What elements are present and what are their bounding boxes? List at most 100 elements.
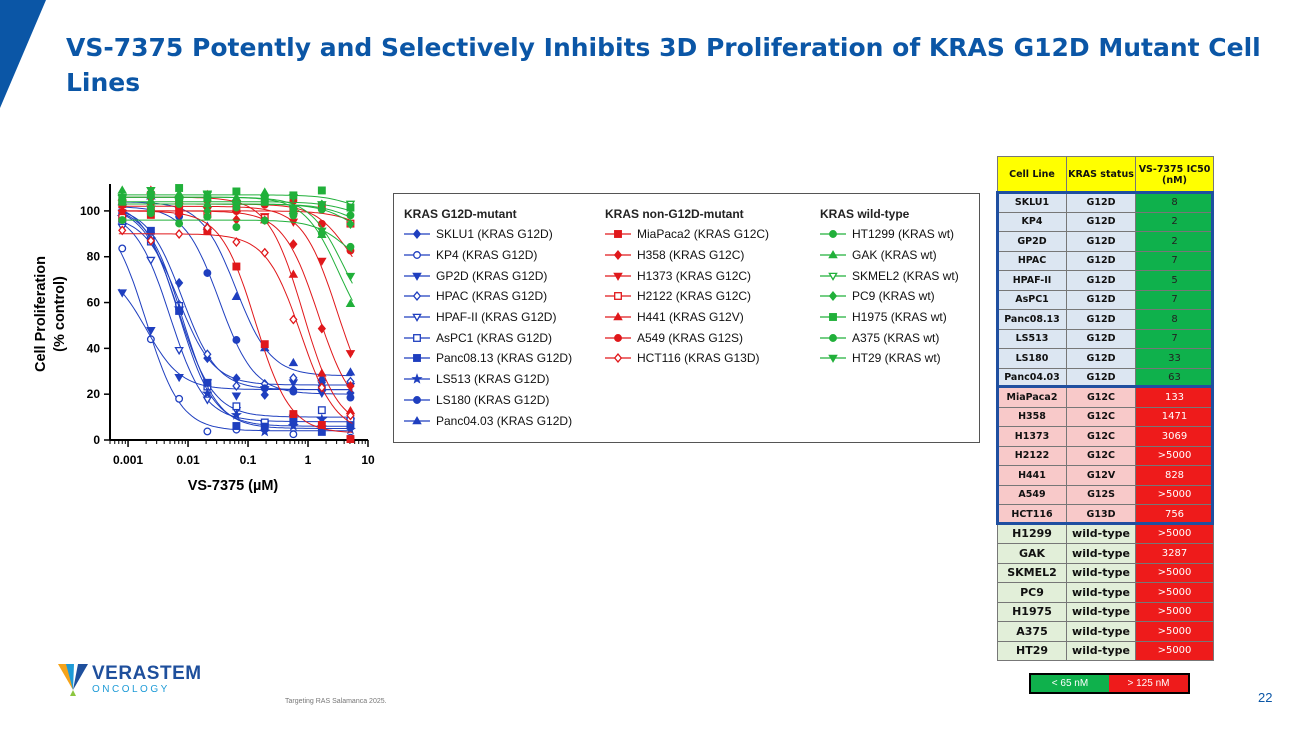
data-point xyxy=(232,223,241,231)
data-point xyxy=(317,427,326,436)
kras-status: wild-type xyxy=(1066,543,1136,564)
table-row: KP4 G12D 2 xyxy=(997,211,1214,232)
data-point xyxy=(345,298,356,307)
legend-item: PC9 (KRAS wt) xyxy=(820,286,959,307)
legend-label: SKMEL2 (KRAS wt) xyxy=(852,268,959,283)
x-tick-label: 10 xyxy=(361,453,375,467)
table-row: H358 G12C 1471 xyxy=(997,406,1214,427)
data-point xyxy=(175,394,184,403)
legend-marker-icon xyxy=(605,292,631,301)
legend-marker xyxy=(829,333,837,342)
cell-line: AsPC1 xyxy=(997,289,1067,310)
y-tick-label: 80 xyxy=(87,250,101,264)
cell-line: GAK xyxy=(997,543,1067,564)
legend-marker-icon xyxy=(404,354,430,363)
legend-label: AsPC1 (KRAS G12D) xyxy=(436,330,553,345)
legend-marker xyxy=(413,251,421,259)
ic50-value: 8 xyxy=(1135,309,1214,330)
legend-label: H441 (KRAS G12V) xyxy=(637,310,744,325)
legend-marker xyxy=(614,333,622,342)
kras-status: G12C xyxy=(1066,426,1136,447)
y-tick-label: 40 xyxy=(87,341,101,355)
legend-label: H1975 (KRAS wt) xyxy=(852,310,947,325)
cell-line: SKMEL2 xyxy=(997,562,1067,583)
data-point xyxy=(317,420,326,429)
data-point xyxy=(317,199,326,210)
data-point xyxy=(174,229,184,239)
data-point xyxy=(289,387,298,396)
kras-status: G12D xyxy=(1066,309,1136,330)
legend-item: MiaPaca2 (KRAS G12C) xyxy=(605,224,769,245)
cell-line: H358 xyxy=(997,406,1067,427)
legend-marker-icon xyxy=(605,250,631,261)
legend-label: H358 (KRAS G12C) xyxy=(637,248,745,263)
legend-marker xyxy=(613,312,623,321)
verastem-v-icon xyxy=(58,664,88,696)
kras-status: G12D xyxy=(1066,348,1136,369)
data-point xyxy=(232,187,241,196)
data-point xyxy=(259,425,271,437)
legend-marker xyxy=(413,333,421,342)
cell-line: MiaPaca2 xyxy=(997,387,1067,408)
ic50-value: 33 xyxy=(1135,348,1214,369)
cell-line: GP2D xyxy=(997,231,1067,252)
y-tick-label: 60 xyxy=(87,296,101,310)
legend-label: H2122 (KRAS G12C) xyxy=(637,289,752,304)
data-point xyxy=(346,203,355,212)
data-point xyxy=(146,235,156,246)
data-point xyxy=(288,194,299,203)
legend-marker xyxy=(829,230,837,239)
legend-item: H1975 (KRAS wt) xyxy=(820,307,959,328)
y-tick-label: 100 xyxy=(80,204,100,218)
data-point xyxy=(287,420,299,431)
data-point xyxy=(346,410,355,421)
legend-marker-icon xyxy=(404,291,430,302)
legend-item: Panc08.13 (KRAS G12D) xyxy=(404,348,572,369)
legend-marker xyxy=(412,313,422,323)
data-point xyxy=(260,247,269,258)
data-point xyxy=(317,257,327,266)
data-point xyxy=(203,269,212,277)
fit-curve xyxy=(118,211,353,429)
legend-label: HCT116 (KRAS G13D) xyxy=(637,351,760,366)
legend-marker-icon xyxy=(404,333,430,342)
legend-group-title: KRAS G12D-mutant xyxy=(404,207,517,221)
legend-marker-icon xyxy=(820,355,846,364)
data-point xyxy=(231,392,242,401)
data-point xyxy=(317,323,326,334)
cell-line: KP4 xyxy=(997,211,1067,232)
legend-item: A375 (KRAS wt) xyxy=(820,327,959,348)
kras-status: wild-type xyxy=(1066,562,1136,583)
footer-citation: Targeting RAS Salamanca 2025. xyxy=(285,698,387,705)
y-axis-label: Cell Proliferation xyxy=(33,256,49,372)
legend-marker xyxy=(412,291,422,302)
legend-item: H2122 (KRAS G12C) xyxy=(605,286,769,307)
legend-marker xyxy=(828,250,838,259)
table-row: LS513 G12D 7 xyxy=(997,328,1214,349)
cell-line: HPAF-II xyxy=(997,270,1067,291)
key-green: < 65 nM xyxy=(1031,675,1109,692)
data-point xyxy=(346,393,355,402)
ic50-value: 1471 xyxy=(1135,406,1214,427)
table-row: HPAC G12D 7 xyxy=(997,250,1214,271)
legend-item: HT29 (KRAS wt) xyxy=(820,348,959,369)
legend-marker xyxy=(828,355,838,364)
kras-status: wild-type xyxy=(1066,582,1136,603)
data-point xyxy=(317,227,327,236)
kras-status: G12D xyxy=(1066,250,1136,271)
data-point xyxy=(260,216,269,225)
corner-accent xyxy=(0,0,46,108)
ic50-value: 2 xyxy=(1135,231,1214,252)
table-row: HCT116 G13D 756 xyxy=(997,504,1214,525)
table-row: H1373 G12C 3069 xyxy=(997,426,1214,447)
ic50-value: 3287 xyxy=(1135,543,1214,564)
cell-line: H441 xyxy=(997,465,1067,486)
data-point xyxy=(345,367,356,376)
legend-item: LS513 (KRAS G12D) xyxy=(404,369,572,390)
cell-line: A375 xyxy=(997,621,1067,642)
legend-marker xyxy=(413,354,421,363)
ic50-value: >5000 xyxy=(1135,484,1214,505)
data-point xyxy=(117,193,128,203)
ic50-value: 63 xyxy=(1135,367,1214,388)
data-point xyxy=(260,340,269,349)
